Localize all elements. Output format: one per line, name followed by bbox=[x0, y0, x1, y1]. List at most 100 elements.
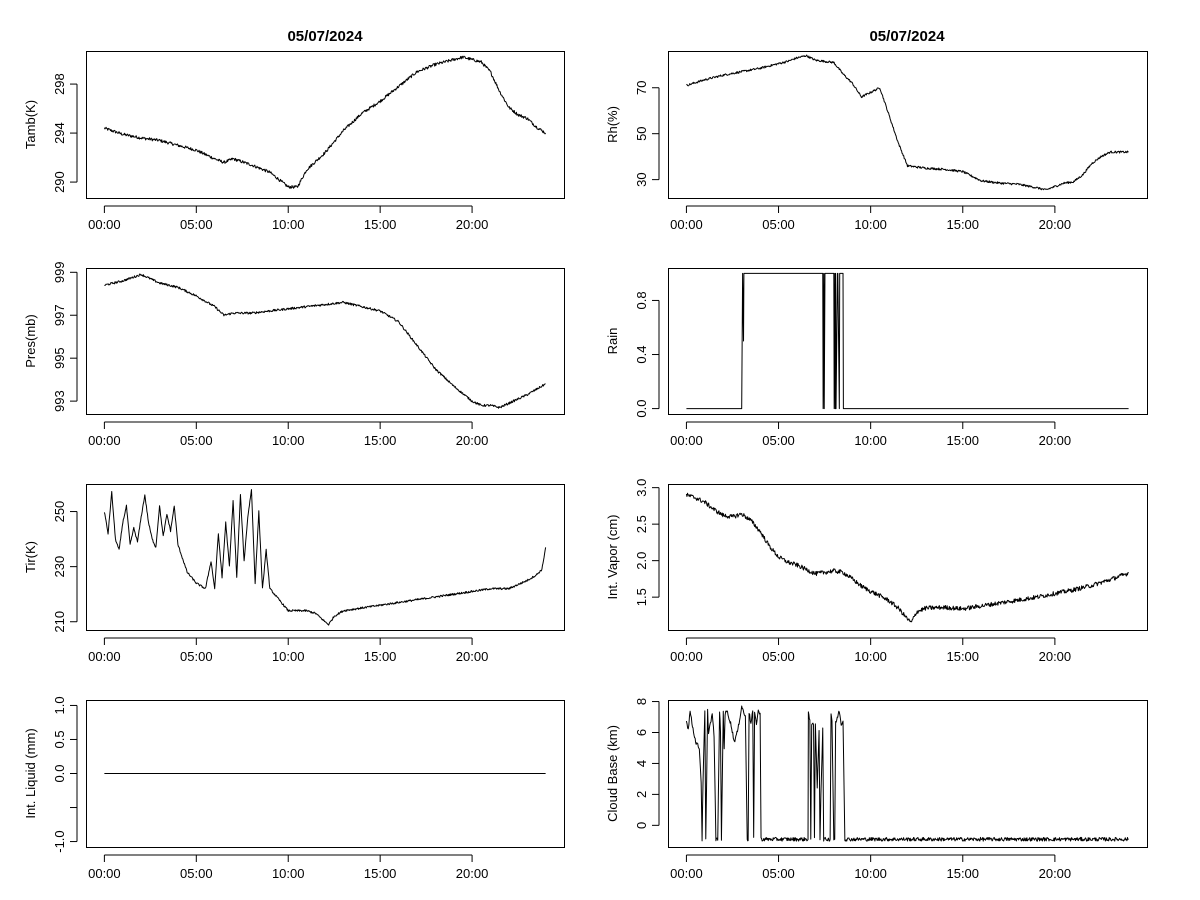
y-tick-label: 250 bbox=[52, 501, 67, 523]
series-line-cloudbase bbox=[685, 705, 1129, 842]
y-tick-label: 0.8 bbox=[634, 291, 649, 309]
plot-cloudbase: 00:00 05:00 10:00 15:00 20:00 0 2 4 6 8 Cloud Base… bbox=[605, 698, 1148, 881]
x-tick-label: 05:00 bbox=[762, 866, 795, 881]
x-tick-label: 15:00 bbox=[946, 866, 979, 881]
y-axis-label: Tir(K) bbox=[23, 541, 38, 573]
x-tick-label: 10:00 bbox=[272, 433, 305, 448]
y-tick-label: 8 bbox=[634, 698, 649, 705]
x-tick-label: 20:00 bbox=[1039, 433, 1072, 448]
y-tick-label: 1.5 bbox=[634, 588, 649, 606]
series-line-rain bbox=[686, 272, 1129, 410]
plot-frame bbox=[668, 484, 1148, 631]
y-tick-label: 0.4 bbox=[634, 345, 649, 363]
x-tick-label: 20:00 bbox=[456, 433, 489, 448]
y-tick-label: 2.5 bbox=[634, 515, 649, 533]
x-tick-label: 05:00 bbox=[180, 433, 213, 448]
y-tick-label: 294 bbox=[52, 122, 67, 144]
y-axis-label: Int. Liquid (mm) bbox=[23, 728, 38, 818]
chart-title-right: 05/07/2024 bbox=[869, 28, 945, 45]
plot-frame bbox=[86, 268, 565, 415]
x-tick-label: 00:00 bbox=[670, 433, 703, 448]
x-tick-label: 15:00 bbox=[364, 866, 397, 881]
x-tick-label: 00:00 bbox=[88, 866, 121, 881]
x-tick-label: 00:00 bbox=[88, 433, 121, 448]
plot-frame bbox=[668, 51, 1148, 199]
y-tick-label: 0.0 bbox=[52, 764, 67, 782]
plot-tir: 00:00 05:00 10:00 15:00 20:00 210 230 250 Tir(K) bbox=[23, 484, 565, 664]
x-tick-label: 10:00 bbox=[854, 649, 887, 664]
x-tick-label: 10:00 bbox=[272, 217, 305, 232]
series-line-tir bbox=[103, 489, 547, 626]
series-line-vapor bbox=[685, 492, 1129, 623]
x-tick-label: 15:00 bbox=[364, 649, 397, 664]
plot-frame bbox=[86, 484, 565, 631]
chart-title-left: 05/07/2024 bbox=[287, 28, 363, 45]
y-axis-label: Int. Vapor (cm) bbox=[605, 514, 620, 599]
x-tick-label: 15:00 bbox=[946, 433, 979, 448]
x-tick-label: 00:00 bbox=[670, 649, 703, 664]
y-tick-label: 993 bbox=[52, 390, 67, 412]
y-tick-label: 210 bbox=[52, 611, 67, 633]
y-tick-label: 0.0 bbox=[634, 400, 649, 418]
y-tick-label: 995 bbox=[52, 347, 67, 369]
y-tick-label: 997 bbox=[52, 304, 67, 326]
x-tick-label: 10:00 bbox=[272, 649, 305, 664]
x-tick-label: 15:00 bbox=[946, 649, 979, 664]
x-tick-label: 00:00 bbox=[88, 217, 121, 232]
y-axis-label: Rh(%) bbox=[605, 106, 620, 143]
y-axis-label: Pres(mb) bbox=[23, 314, 38, 367]
x-tick-label: 20:00 bbox=[1039, 217, 1072, 232]
y-tick-label: 298 bbox=[52, 73, 67, 95]
y-tick-label: 50 bbox=[634, 126, 649, 140]
y-tick-label: 230 bbox=[52, 556, 67, 578]
y-tick-label: 2 bbox=[634, 791, 649, 798]
x-tick-label: 10:00 bbox=[854, 866, 887, 881]
x-tick-label: 05:00 bbox=[762, 649, 795, 664]
x-tick-label: 10:00 bbox=[854, 433, 887, 448]
x-tick-label: 05:00 bbox=[180, 866, 213, 881]
y-tick-label: 0.5 bbox=[52, 730, 67, 748]
y-tick-label: 3.0 bbox=[634, 479, 649, 497]
y-tick-label: 6 bbox=[634, 729, 649, 736]
plot-rh: 00:00 05:00 10:00 15:00 20:00 30 50 70 Rh(%) bbox=[605, 51, 1148, 232]
x-tick-label: 20:00 bbox=[456, 649, 489, 664]
plot-frame bbox=[668, 268, 1148, 415]
x-tick-label: 20:00 bbox=[1039, 649, 1072, 664]
series-line-tamb bbox=[103, 55, 547, 189]
x-tick-label: 15:00 bbox=[364, 217, 397, 232]
y-tick-label: 30 bbox=[634, 172, 649, 186]
y-tick-label: 70 bbox=[634, 81, 649, 95]
x-tick-label: 00:00 bbox=[670, 217, 703, 232]
x-tick-label: 05:00 bbox=[762, 217, 795, 232]
series-line-pres bbox=[104, 273, 546, 409]
x-tick-label: 15:00 bbox=[364, 433, 397, 448]
x-tick-label: 10:00 bbox=[854, 217, 887, 232]
plot-vapor: 00:00 05:00 10:00 15:00 20:00 1.5 2.0 2.5 3.0 Int… bbox=[605, 479, 1148, 664]
y-tick-label: 2.0 bbox=[634, 552, 649, 570]
plot-rain: 00:00 05:00 10:00 15:00 20:00 0.0 0.4 0.8 Rain bbox=[605, 268, 1148, 448]
x-tick-label: 10:00 bbox=[272, 866, 305, 881]
x-tick-label: 20:00 bbox=[456, 217, 489, 232]
y-tick-label: 0 bbox=[634, 822, 649, 829]
plot-frame bbox=[668, 700, 1148, 848]
y-tick-label: 1.0 bbox=[52, 696, 67, 714]
plot-frame bbox=[86, 51, 565, 199]
x-tick-label: 00:00 bbox=[670, 866, 703, 881]
x-tick-label: 20:00 bbox=[456, 866, 489, 881]
x-tick-label: 00:00 bbox=[88, 649, 121, 664]
y-axis-label: Tamb(K) bbox=[23, 100, 38, 149]
y-tick-label: -1.0 bbox=[52, 830, 67, 852]
plot-liquid: 00:00 05:00 10:00 15:00 20:00 -1.0 0.0 0.5 1.0 In… bbox=[23, 696, 565, 881]
y-axis-label: Cloud Base (km) bbox=[605, 725, 620, 822]
series-line-rh bbox=[686, 54, 1129, 191]
plot-pres: 00:00 05:00 10:00 15:00 20:00 993 995 997 999 Pre… bbox=[23, 261, 565, 448]
x-tick-label: 15:00 bbox=[946, 217, 979, 232]
plot-tamb: 00:00 05:00 10:00 15:00 20:00 290 294 298 Tamb(K… bbox=[23, 51, 565, 232]
y-tick-label: 999 bbox=[52, 261, 67, 283]
y-tick-label: 4 bbox=[634, 760, 649, 767]
plot-frame bbox=[86, 700, 565, 848]
y-tick-label: 290 bbox=[52, 171, 67, 193]
x-tick-label: 05:00 bbox=[762, 433, 795, 448]
